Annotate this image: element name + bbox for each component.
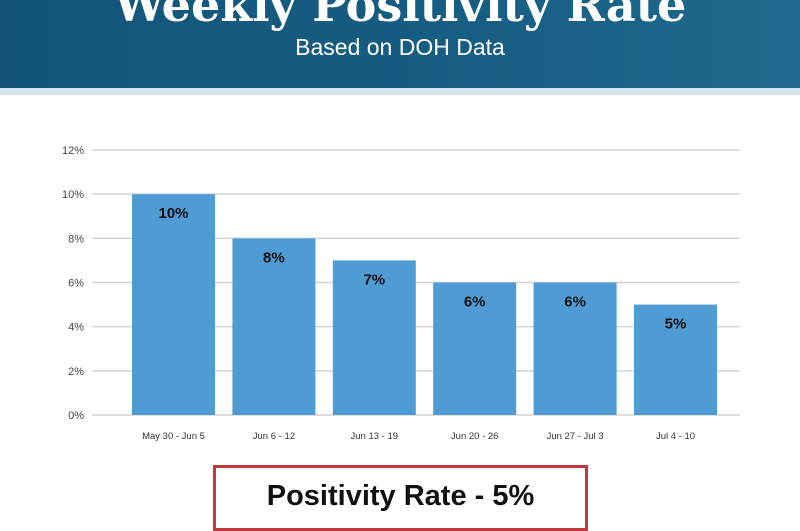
summary-box: Positivity Rate - 5%: [213, 465, 588, 531]
bar: [634, 304, 717, 415]
page-subtitle: Based on DOH Data: [295, 34, 505, 60]
page-title: Weekly Positivity Rate: [113, 0, 687, 32]
bar: [533, 282, 617, 415]
data-label: 7%: [363, 271, 385, 288]
y-tick-label: 10%: [62, 189, 84, 201]
y-tick-label: 8%: [68, 233, 84, 245]
bar: [232, 238, 316, 415]
data-label: 10%: [158, 205, 188, 222]
data-label: 6%: [564, 294, 586, 311]
x-tick-label: Jul 4 - 10: [656, 431, 695, 442]
y-tick-label: 4%: [68, 322, 84, 334]
x-tick-label: May 30 - Jun 5: [142, 431, 205, 442]
bar-chart: 0% 2% 4% 6% 8% 10% 12% 10% May 30 - Jun 5 8% Jun 6…: [62, 145, 740, 442]
y-tick-label: 0%: [68, 410, 84, 422]
bar: [433, 282, 517, 415]
y-tick-label: 2%: [68, 366, 84, 378]
y-tick-label: 6%: [68, 278, 84, 290]
summary-text: Positivity Rate - 5%: [266, 480, 535, 512]
data-label: 5%: [665, 316, 687, 333]
data-label: 8%: [263, 249, 285, 266]
data-label: 6%: [464, 294, 486, 311]
x-tick-label: Jun 20 - 26: [451, 431, 499, 442]
y-tick-label: 12%: [62, 145, 84, 157]
header-divider: [0, 88, 800, 95]
bar: [332, 260, 416, 415]
bar: [132, 194, 215, 415]
x-tick-label: Jun 6 - 12: [253, 431, 295, 442]
x-tick-label: Jun 13 - 19: [351, 431, 399, 442]
x-tick-label: Jun 27 - Jul 3: [547, 431, 604, 442]
header-banner: Weekly Positivity Rate Based on DOH Data: [0, 0, 800, 88]
